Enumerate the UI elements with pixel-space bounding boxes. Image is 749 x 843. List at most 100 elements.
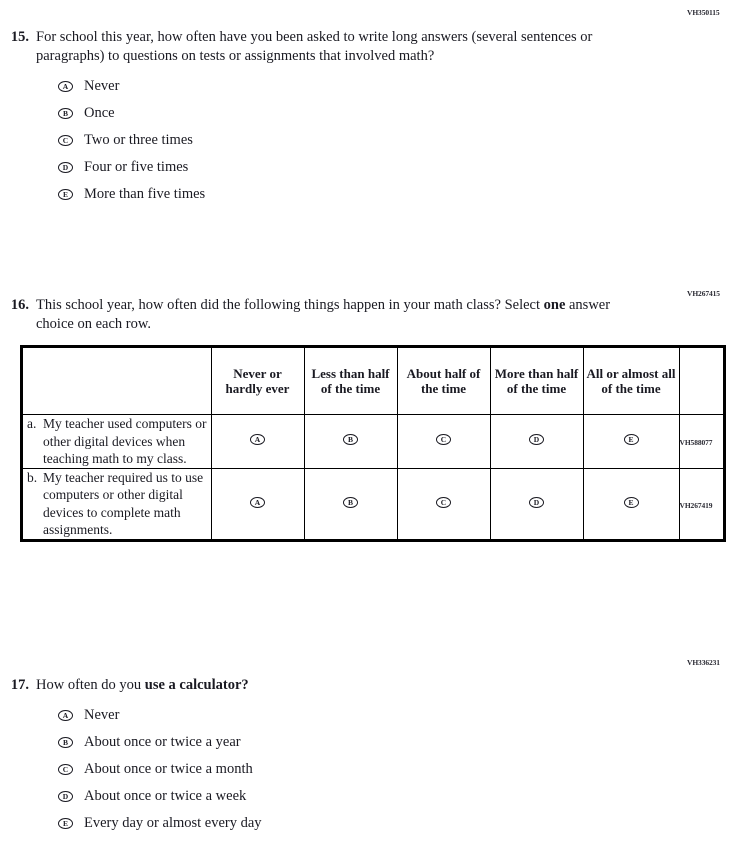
answer-option[interactable]: C About once or twice a month (58, 756, 749, 783)
matrix-header-less-than-half-of-the-time: Less than half of the time (303, 348, 398, 415)
bubble-ring-icon (436, 496, 451, 508)
bubble-ring-icon (623, 496, 639, 508)
bubble-letter: B (62, 738, 68, 747)
question-16-matrix: Never or hardly ever Less than half of t… (20, 345, 726, 542)
answer-option[interactable]: D Four or five times (58, 154, 749, 181)
item-code-q17: VH336231 (687, 658, 720, 667)
answer-bubble-b[interactable]: B (58, 737, 73, 748)
answer-bubble-e[interactable]: E (623, 496, 639, 508)
matrix-row-item-code: VH267419 (678, 467, 723, 539)
answer-bubble-d[interactable]: D (529, 434, 544, 446)
answer-option[interactable]: E Every day or almost every day (58, 810, 749, 837)
answer-option[interactable]: A Never (58, 702, 749, 729)
answer-bubble-d[interactable]: D (529, 496, 544, 508)
question-16: 16. This school year, how often did the … (0, 296, 749, 334)
item-code-label: VH588077 (679, 438, 713, 448)
matrix-row-stem: b. My teacher required us to use computer… (23, 467, 212, 539)
bubble-ring-icon (529, 496, 544, 508)
answer-option-label: Two or three times (84, 132, 193, 148)
bubble-ring-icon (58, 737, 73, 748)
question-17-text: How often do you use a calculator? (36, 676, 249, 695)
answer-bubble-b[interactable]: B (343, 434, 358, 446)
bubble-letter: A (254, 435, 261, 445)
matrix-row: b. My teacher required us to use computer… (23, 467, 723, 539)
answer-option-label: Four or five times (84, 159, 189, 175)
matrix-header-all-or-almost-all-of-the-time: All or almost all of the time (582, 348, 680, 415)
bubble-letter: A (62, 711, 69, 720)
question-16-header: 16. This school year, how often did the … (0, 296, 749, 334)
bubble-ring-icon (58, 108, 73, 119)
bubble-letter: A (254, 497, 261, 507)
matrix-cell-c2[interactable]: B (303, 414, 398, 469)
answer-option[interactable]: C Two or three times (58, 127, 749, 154)
question-17-number: 17. (10, 677, 29, 693)
matrix-cell-c5[interactable]: E (582, 414, 680, 469)
item-code-q15: VH350115 (687, 8, 720, 17)
matrix-row-letter: a. (27, 416, 37, 431)
question-17-text-emphasis: use a calculator? (144, 677, 249, 693)
bubble-letter: A (62, 82, 69, 91)
bubble-ring-icon (58, 135, 73, 146)
answer-bubble-a[interactable]: A (250, 434, 265, 446)
bubble-letter: B (347, 497, 353, 507)
bubble-ring-icon (58, 764, 73, 775)
answer-bubble-c[interactable]: C (58, 135, 73, 146)
question-16-text: This school year, how often did the foll… (36, 296, 636, 334)
answer-bubble-c[interactable]: C (58, 764, 73, 775)
answer-bubble-d[interactable]: D (58, 162, 73, 173)
answer-bubble-b[interactable]: B (343, 496, 358, 508)
matrix-row-item-code: VH588077 (678, 414, 723, 469)
matrix-cell-c4[interactable]: D (489, 467, 584, 539)
question-15-number: 15. (10, 29, 29, 45)
answer-option[interactable]: B About once or twice a year (58, 729, 749, 756)
answer-option[interactable]: A Never (58, 73, 749, 100)
question-15: 15. For school this year, how often have… (0, 28, 749, 208)
matrix-cell-c3[interactable]: C (396, 467, 491, 539)
matrix-cell-c5[interactable]: E (582, 467, 680, 539)
answer-bubble-a[interactable]: A (58, 710, 73, 721)
bubble-ring-icon (623, 434, 639, 446)
bubble-ring-icon (58, 81, 73, 92)
matrix-row-stem: a. My teacher used computers or other dig… (23, 414, 212, 469)
bubble-ring-icon (436, 434, 451, 446)
bubble-ring-icon (529, 434, 544, 446)
bubble-ring-icon (58, 710, 73, 721)
answer-option-label: Never (84, 707, 120, 723)
answer-bubble-c[interactable]: C (436, 434, 451, 446)
answer-bubble-a[interactable]: A (58, 81, 73, 92)
matrix-cell-c4[interactable]: D (489, 414, 584, 469)
answer-bubble-c[interactable]: C (436, 496, 451, 508)
bubble-ring-icon (250, 434, 265, 446)
matrix-cell-c1[interactable]: A (210, 467, 305, 539)
answer-bubble-e[interactable]: E (58, 818, 73, 829)
matrix-header-code (678, 348, 723, 415)
matrix-header-more-than-half-of-the-time: More than half of the time (489, 348, 584, 415)
bubble-letter: D (62, 792, 69, 801)
answer-bubble-e[interactable]: E (623, 434, 639, 446)
answer-bubble-d[interactable]: D (58, 791, 73, 802)
answer-bubble-b[interactable]: B (58, 108, 73, 119)
answer-option-label: About once or twice a year (84, 734, 241, 750)
matrix-row-letter: b. (27, 469, 38, 485)
bubble-letter: C (62, 765, 69, 774)
answer-option[interactable]: B Once (58, 100, 749, 127)
bubble-letter: B (347, 435, 353, 445)
matrix-header-stem (23, 348, 212, 415)
answer-option[interactable]: E More than five times (58, 181, 749, 208)
answer-bubble-a[interactable]: A (250, 496, 265, 508)
answer-option[interactable]: D About once or twice a week (58, 783, 749, 810)
matrix-header-row: Never or hardly ever Less than half of t… (23, 348, 723, 415)
question-16-text-emphasis: one (543, 297, 566, 313)
matrix-row-text: My teacher used computers or other digit… (43, 416, 207, 466)
answer-option-label: About once or twice a month (84, 761, 253, 777)
bubble-letter: D (533, 435, 540, 445)
answer-bubble-e[interactable]: E (58, 189, 73, 200)
question-15-text: For school this year, how often have you… (36, 29, 593, 64)
matrix-cell-c2[interactable]: B (303, 467, 398, 539)
matrix-cell-c3[interactable]: C (396, 414, 491, 469)
bubble-letter: C (440, 497, 447, 507)
bubble-ring-icon (58, 818, 73, 829)
matrix-cell-c1[interactable]: A (210, 414, 305, 469)
matrix-header-never-or-hardly-ever: Never or hardly ever (210, 348, 305, 415)
